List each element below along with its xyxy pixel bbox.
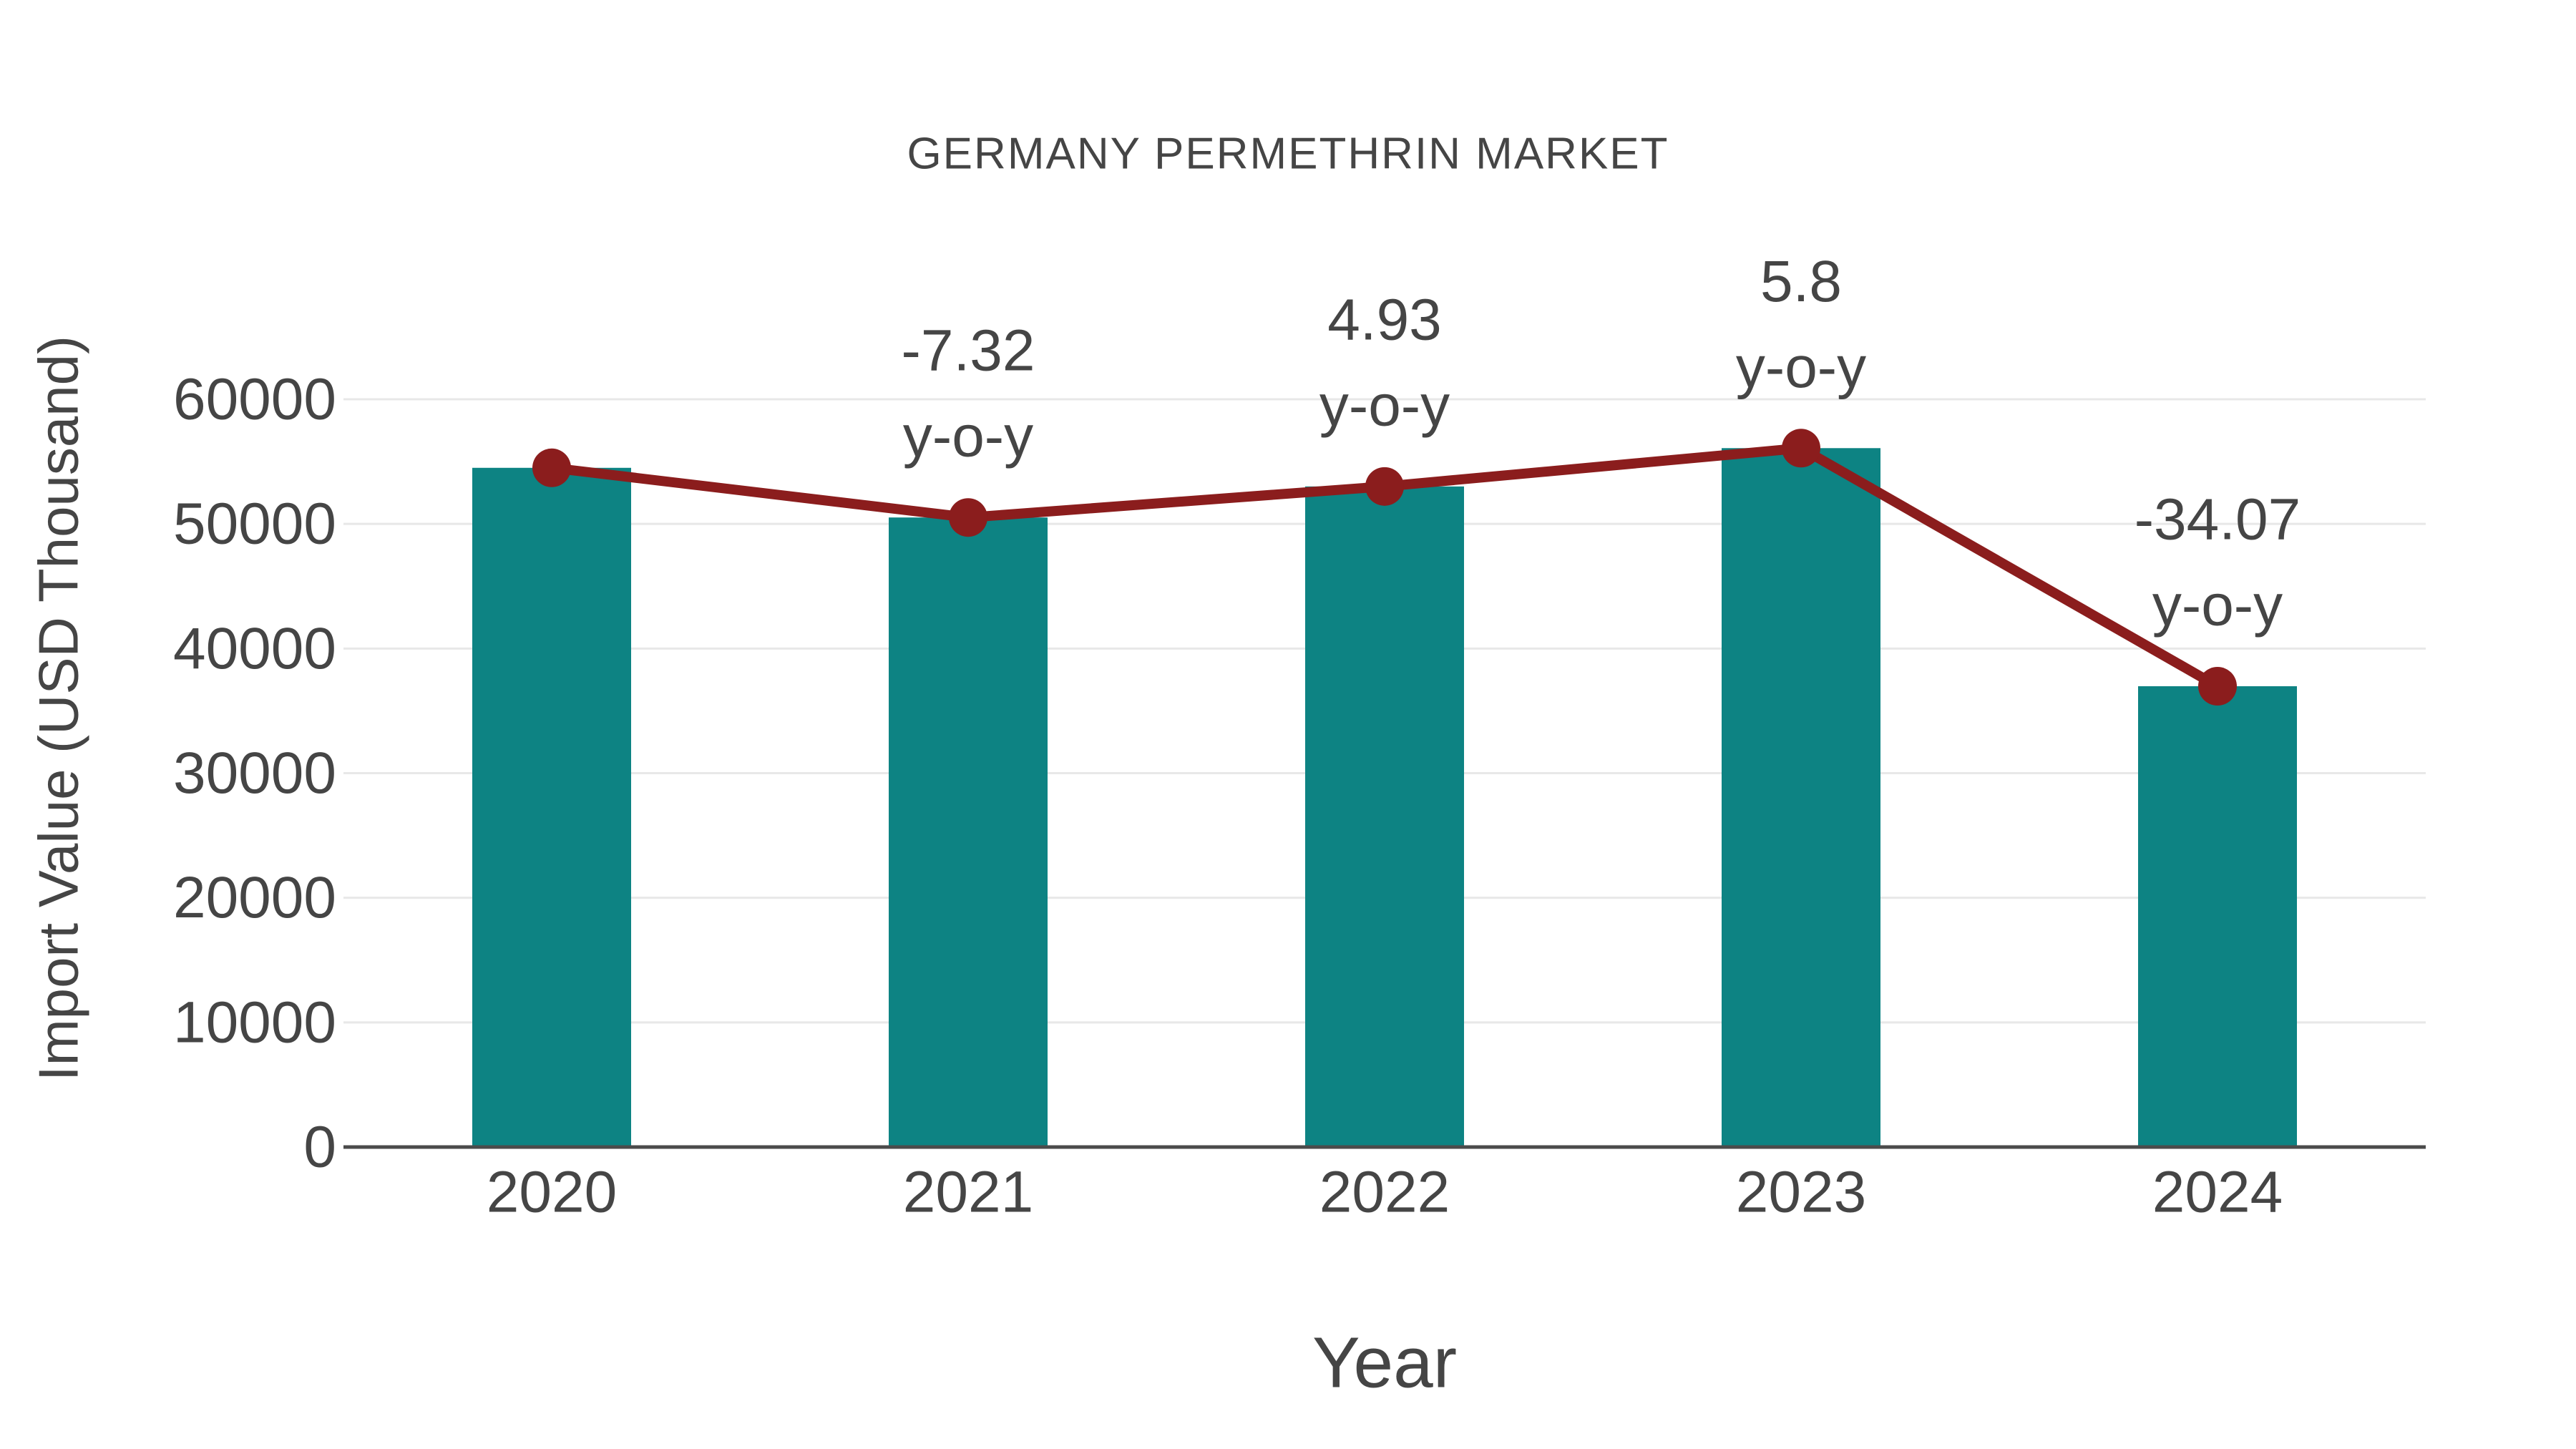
bar-2021 [889,517,1048,1147]
y-tick-label: 30000 [173,741,336,806]
yoy-suffix-label-2022: y-o-y [1319,373,1450,438]
bar-2020 [472,467,631,1147]
y-tick-label: 40000 [173,616,336,681]
x-axis-title: Year [1312,1322,1458,1403]
bar-2022 [1305,486,1464,1147]
yoy-value-label-2022: 4.93 [1327,287,1442,352]
line-marker-2020 [532,448,571,487]
yoy-suffix-label-2021: y-o-y [903,404,1033,469]
x-tick-label: 2020 [487,1160,617,1225]
yoy-suffix-label-2023: y-o-y [1736,335,1866,400]
line-marker-2021 [949,498,987,537]
yoy-value-label-2024: -34.07 [2135,487,2301,552]
line-marker-2024 [2198,667,2237,706]
x-tick-label: 2024 [2152,1160,2283,1225]
bar-2024 [2138,686,2297,1147]
line-marker-2022 [1365,467,1404,506]
y-tick-label: 10000 [173,990,336,1055]
yoy-value-label-2021: -7.32 [902,318,1035,384]
chart-title: GERMANY PERMETHRIN MARKET [907,129,1669,179]
y-tick-label: 0 [303,1115,336,1180]
y-tick-label: 50000 [173,492,336,557]
y-tick-label: 60000 [173,367,336,432]
x-tick-label: 2023 [1736,1160,1866,1225]
yoy-value-label-2023: 5.8 [1760,249,1842,314]
y-tick-label: 20000 [173,865,336,930]
x-tick-label: 2021 [903,1160,1033,1225]
x-tick-label: 2022 [1319,1160,1450,1225]
yoy-suffix-label-2024: y-o-y [2152,573,2283,638]
bar-2023 [1722,448,1880,1147]
line-marker-2023 [1782,429,1820,468]
